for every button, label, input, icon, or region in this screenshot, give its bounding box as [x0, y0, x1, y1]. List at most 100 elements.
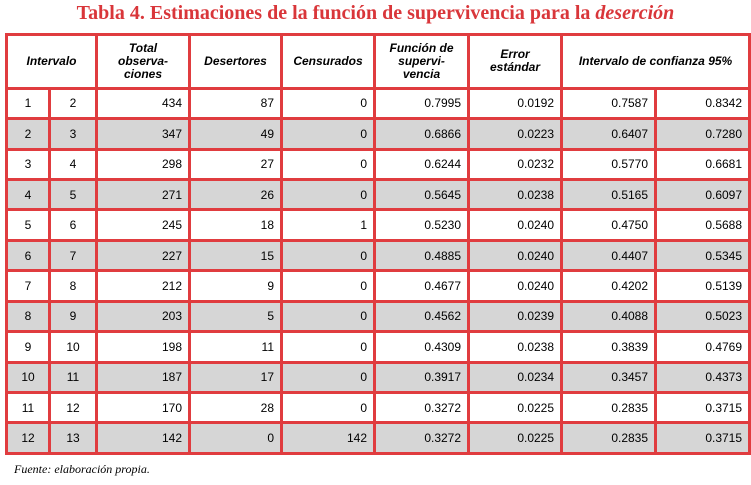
table-cell: 28: [188, 390, 284, 425]
table-row: 11 12 170 28 0 0.3272 0.0225 0.2835 0.3715: [5, 390, 751, 425]
table-cell: 0: [280, 299, 377, 334]
table-cell: 0.4562: [373, 299, 471, 334]
table-cell: 18: [188, 208, 284, 242]
table-cell: 142: [95, 421, 192, 455]
table-cell: 11: [47, 360, 99, 395]
table-cell: 9: [188, 269, 284, 303]
table-cell: 0.7995: [373, 86, 471, 121]
table-cell: 0.5345: [654, 238, 751, 273]
table-cell: 170: [95, 390, 192, 425]
table-cell: 347: [95, 117, 192, 151]
table-cell: 203: [95, 299, 192, 334]
table-cell: 0.2835: [560, 390, 658, 425]
table-cell: 2: [5, 117, 51, 151]
table-cell: 0.4407: [560, 238, 658, 273]
table-cell: 0: [280, 390, 377, 425]
table-cell: 15: [188, 238, 284, 273]
table-cell: 0.0223: [467, 117, 564, 151]
table-cell: 0: [280, 269, 377, 303]
table-cell: 0: [280, 147, 377, 182]
table-cell: 11: [5, 390, 51, 425]
table-cell: 0.3272: [373, 421, 471, 455]
table-cell: 434: [95, 86, 192, 121]
table-cell: 0.3715: [654, 390, 751, 425]
table-cell: 0.2835: [560, 421, 658, 455]
table-cell: 3: [47, 117, 99, 151]
table-row: 6 7 227 15 0 0.4885 0.0240 0.4407 0.5345: [5, 238, 751, 273]
table-cell: 0.4088: [560, 299, 658, 334]
header-row: Intervalo Total observa-ciones Desertores C…: [4, 33, 751, 90]
table-cell: 4: [47, 147, 99, 182]
table-row: 1 2 434 87 0 0.7995 0.0192 0.7587 0.8342: [5, 86, 751, 121]
table-cell: 6: [47, 208, 99, 242]
table: Intervalo Total observa-ciones Desertores C…: [4, 33, 751, 455]
table-cell: 26: [188, 178, 284, 212]
table-cell: 0.4309: [373, 330, 471, 364]
table-cell: 0.5770: [560, 147, 658, 182]
table-cell: 5: [188, 299, 284, 334]
title-text: Tabla 4. Estimaciones de la función de s…: [76, 2, 596, 24]
table-cell: 271: [95, 178, 192, 212]
table-cell: 2: [47, 86, 99, 121]
header-cell: Intervalo: [4, 33, 99, 90]
table-cell: 0.0234: [467, 360, 564, 395]
table-cell: 1: [280, 208, 377, 242]
table-cell: 7: [5, 269, 51, 303]
header-cell: Intervalo de confianza 95%: [560, 33, 751, 90]
table-cell: 0: [280, 178, 377, 212]
table-row: 9 10 198 11 0 0.4309 0.0238 0.3839 0.4769: [5, 330, 751, 364]
table-row: 10 11 187 17 0 0.3917 0.0234 0.3457 0.4373: [5, 360, 751, 395]
table-cell: 6: [5, 238, 51, 273]
table-cell: 0.3715: [654, 421, 751, 455]
table-cell: 0.0238: [467, 178, 564, 212]
header-cell: Censurados: [280, 33, 377, 90]
table-cell: 87: [188, 86, 284, 121]
table-row: 3 4 298 27 0 0.6244 0.0232 0.5770 0.6681: [5, 147, 751, 182]
table-cell: 0.0240: [467, 208, 564, 242]
table-cell: 0.3839: [560, 330, 658, 364]
table-cell: 0.7587: [560, 86, 658, 121]
table-cell: 3: [5, 147, 51, 182]
table-cell: 0: [280, 238, 377, 273]
table-cell: 0.5165: [560, 178, 658, 212]
table-cell: 0.3917: [373, 360, 471, 395]
header-cell: Error estándar: [467, 33, 564, 90]
table-cell: 0.6244: [373, 147, 471, 182]
table-cell: 10: [47, 330, 99, 364]
table-row: 5 6 245 18 1 0.5230 0.0240 0.4750 0.5688: [5, 208, 751, 242]
table-cell: 0.0240: [467, 238, 564, 273]
header-cell: Función de supervi-vencia: [373, 33, 471, 90]
table-cell: 245: [95, 208, 192, 242]
table-cell: 7: [47, 238, 99, 273]
table-cell: 0.6407: [560, 117, 658, 151]
table-cell: 8: [47, 269, 99, 303]
footer: Fuente: elaboración propia.: [14, 462, 150, 476]
table-cell: 0.3457: [560, 360, 658, 395]
table-title: Tabla 4. Estimaciones de la función de s…: [0, 2, 751, 25]
table-cell: 5: [5, 208, 51, 242]
table-cell: 0.5645: [373, 178, 471, 212]
table-cell: 0.5139: [654, 269, 751, 303]
table-cell: 227: [95, 238, 192, 273]
table-cell: 0.4750: [560, 208, 658, 242]
table-row: 12 13 142 0 142 0.3272 0.0225 0.2835 0.3715: [5, 421, 751, 455]
table-cell: 0.7280: [654, 117, 751, 151]
table-cell: 8: [5, 299, 51, 334]
table-cell: 0: [280, 117, 377, 151]
table-cell: 0.5023: [654, 299, 751, 334]
table-cell: 27: [188, 147, 284, 182]
table-cell: 0.6097: [654, 178, 751, 212]
table-cell: 0: [280, 330, 377, 364]
table-cell: 0.6866: [373, 117, 471, 151]
table-cell: 49: [188, 117, 284, 151]
table-cell: 0.5230: [373, 208, 471, 242]
table-row: 7 8 212 9 0 0.4677 0.0240 0.4202 0.5139: [5, 269, 751, 303]
table-cell: 12: [47, 390, 99, 425]
table-row: 8 9 203 5 0 0.4562 0.0239 0.4088 0.5023: [5, 299, 751, 334]
table-cell: 0.0192: [467, 86, 564, 121]
table-cell: 0.4373: [654, 360, 751, 395]
table-cell: 0: [280, 86, 377, 121]
table-cell: 0.8342: [654, 86, 751, 121]
header-cell: Total observa-ciones: [95, 33, 192, 90]
